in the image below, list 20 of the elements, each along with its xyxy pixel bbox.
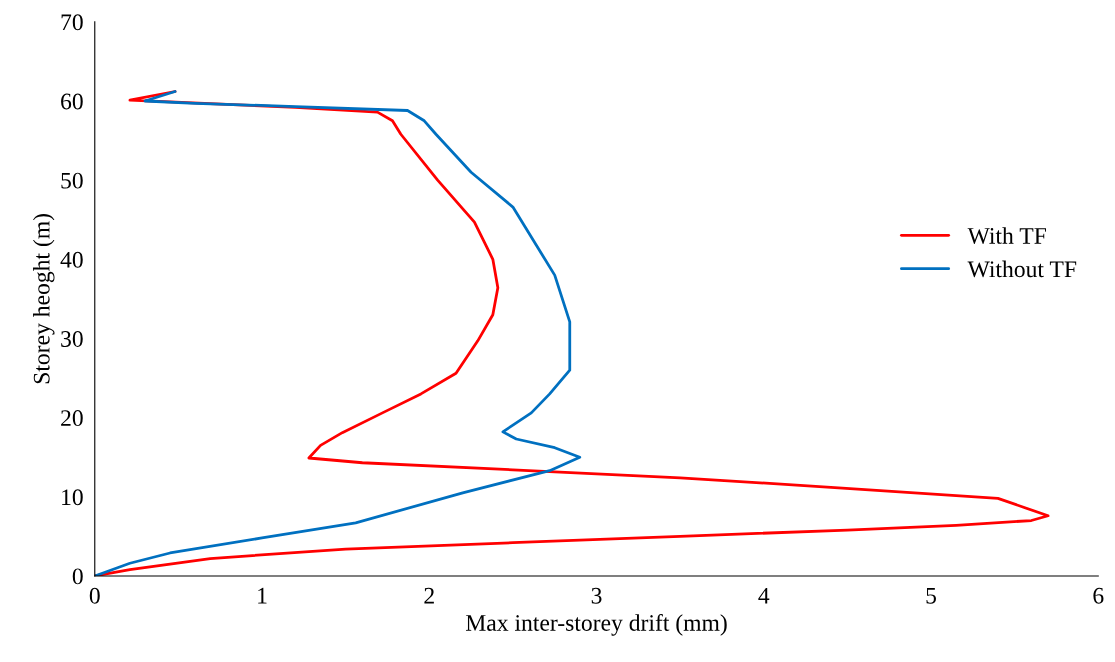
x-axis-title: Max inter-storey drift (mm) [465,614,727,636]
y-tick-label: 0 [72,568,83,585]
x-tick-label: 2 [424,587,434,604]
x-tick-label: 1 [258,587,267,604]
legend-label: With TF [967,227,1046,244]
y-tick-label: 70 [61,14,83,31]
y-tick-label: 20 [61,410,83,427]
legend-label: Without TF [967,260,1077,278]
x-tick-label: 6 [1093,587,1104,604]
x-tick-label: 5 [926,587,937,604]
y-tick-label: 30 [61,330,83,347]
y-tick-label: 40 [60,251,83,268]
y-tick-label: 50 [61,172,83,189]
x-tick-label: 0 [89,587,100,604]
x-tick-label: 3 [591,587,602,604]
y-tick-label: 60 [61,93,83,110]
y-axis-title: Storey heoght (m) [33,214,55,384]
x-tick-label: 4 [758,587,770,604]
line-series [94,90,582,576]
y-tick-label: 10 [62,489,83,506]
